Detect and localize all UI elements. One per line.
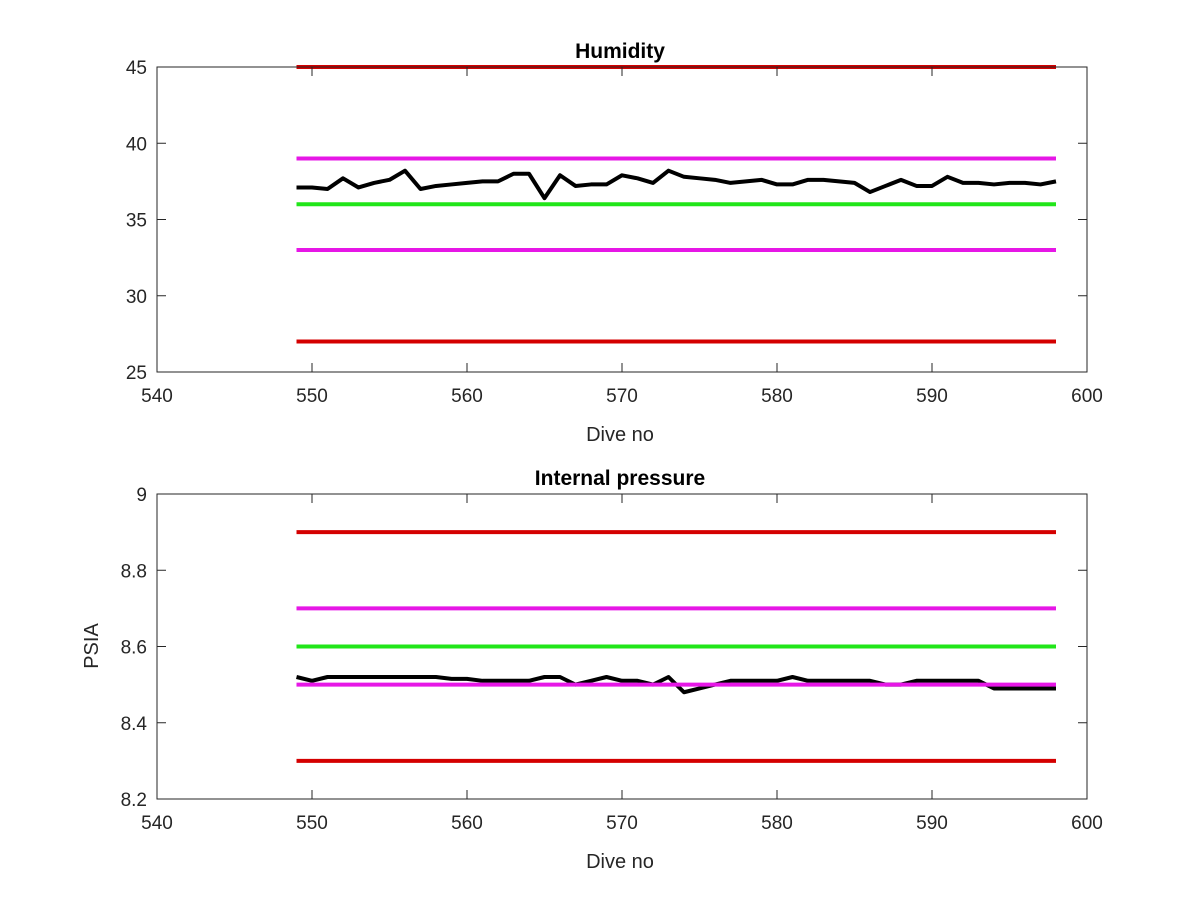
x-tick-label: 570 xyxy=(606,386,638,407)
x-tick-label: 590 xyxy=(916,386,948,407)
internal-pressure-chart: Internal pressure 540 550 560 570 580 590 600 8… xyxy=(81,467,1103,873)
x-tick-label: 570 xyxy=(606,813,638,834)
x-tick-label: 550 xyxy=(296,813,328,834)
x-tick-label: 560 xyxy=(451,813,483,834)
series-line-5 xyxy=(296,168,1057,201)
x-tick-label: 600 xyxy=(1071,386,1103,407)
y-axis-label: PSIA xyxy=(81,623,103,669)
y-tick-label: 30 xyxy=(126,287,147,308)
tick-layer: 540 550 560 570 580 590 600 8.2 8.4 8.6 8.8 9 xyxy=(121,485,1103,834)
x-tick-label: 540 xyxy=(141,813,173,834)
x-tick-label: 600 xyxy=(1071,813,1103,834)
y-tick-label: 9 xyxy=(136,485,147,506)
y-tick-label: 35 xyxy=(126,211,147,232)
y-tick-label: 25 xyxy=(126,363,147,384)
x-axis-label: Dive no xyxy=(586,424,654,446)
y-tick-label: 40 xyxy=(126,134,147,155)
x-tick-label: 550 xyxy=(296,386,328,407)
series-layer xyxy=(296,530,1056,763)
x-tick-label: 590 xyxy=(916,813,948,834)
y-tick-label: 8.6 xyxy=(121,638,147,659)
y-tick-label: 8.4 xyxy=(121,714,148,735)
x-tick-label: 580 xyxy=(761,813,793,834)
x-tick-label: 560 xyxy=(451,386,483,407)
x-axis-label: Dive no xyxy=(586,851,654,873)
humidity-chart: Humidity 540 550 560 570 580 590 600 25 30 35 40 45… xyxy=(126,40,1103,446)
tick-layer: 540 550 560 570 580 590 600 25 30 35 40 45 xyxy=(126,58,1103,407)
y-tick-label: 8.2 xyxy=(121,790,147,811)
chart-title: Humidity xyxy=(575,40,665,63)
y-tick-label: 8.8 xyxy=(121,561,147,582)
y-tick-label: 45 xyxy=(126,58,147,79)
x-tick-label: 580 xyxy=(761,386,793,407)
x-tick-label: 540 xyxy=(141,386,173,407)
chart-title: Internal pressure xyxy=(535,467,705,490)
